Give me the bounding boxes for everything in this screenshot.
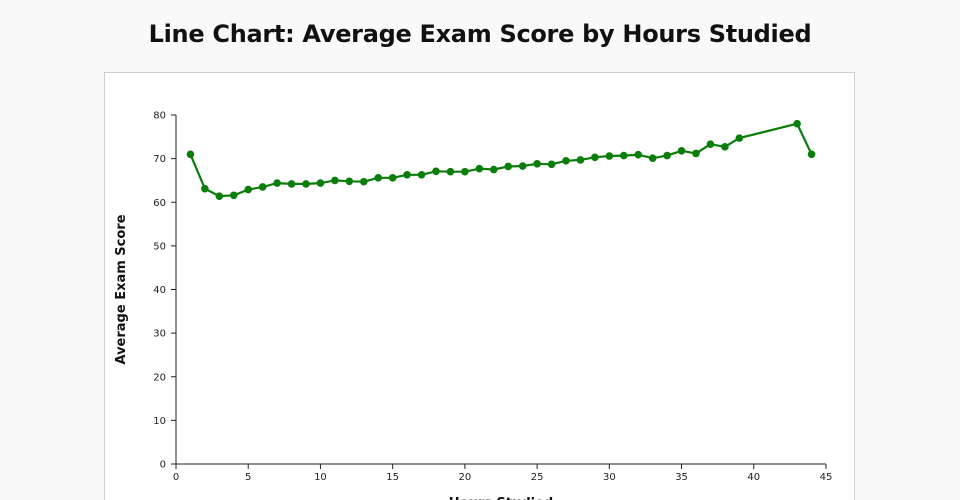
data-point xyxy=(547,160,556,169)
x-tick-label: 30 xyxy=(603,472,616,483)
x-axis-title: Hours Studied xyxy=(449,496,553,500)
data-point xyxy=(446,167,455,176)
data-point xyxy=(273,179,281,187)
data-point xyxy=(417,170,426,179)
data-point xyxy=(302,180,310,188)
data-point xyxy=(461,167,469,176)
data-point xyxy=(634,150,643,159)
y-tick-label: 50 xyxy=(153,241,166,252)
y-tick-label: 40 xyxy=(153,285,166,296)
x-tick-label: 5 xyxy=(245,472,251,483)
data-point xyxy=(605,152,614,160)
data-point xyxy=(721,143,729,151)
y-tick-label: 80 xyxy=(153,111,166,122)
x-tick-label: 10 xyxy=(314,472,327,483)
data-point xyxy=(258,183,267,191)
data-point xyxy=(648,154,657,162)
y-tick-label: 0 xyxy=(160,460,166,471)
data-point xyxy=(432,167,440,176)
data-point xyxy=(403,170,411,179)
data-point xyxy=(504,162,513,171)
data-point xyxy=(706,140,715,149)
data-point xyxy=(345,177,354,186)
data-point xyxy=(489,165,498,174)
data-point xyxy=(331,176,339,185)
x-tick-label: 45 xyxy=(820,472,833,483)
data-point xyxy=(518,162,527,170)
data-point xyxy=(591,153,599,162)
data-point xyxy=(229,191,238,200)
y-tick-label: 60 xyxy=(153,198,166,209)
chart-title: Line Chart: Average Exam Score by Hours … xyxy=(148,20,812,48)
data-point xyxy=(677,146,686,155)
x-tick-label: 40 xyxy=(747,472,760,483)
y-tick-label: 70 xyxy=(153,154,166,165)
data-point xyxy=(576,156,585,164)
data-point xyxy=(287,180,296,188)
data-point xyxy=(663,151,671,160)
data-point xyxy=(316,179,325,187)
data-point xyxy=(359,177,368,186)
data-point xyxy=(692,149,700,158)
data-point xyxy=(244,185,253,194)
x-tick-label: 15 xyxy=(386,472,399,483)
y-tick-label: 10 xyxy=(153,416,166,427)
data-point xyxy=(562,157,570,165)
data-point xyxy=(186,150,195,159)
x-tick-label: 35 xyxy=(675,472,688,483)
data-point xyxy=(807,150,816,159)
data-point xyxy=(388,174,397,182)
data-point xyxy=(374,174,383,182)
x-tick-label: 0 xyxy=(173,472,179,483)
data-point xyxy=(533,160,541,168)
data-point xyxy=(215,192,224,200)
x-tick-label: 20 xyxy=(459,472,472,483)
y-axis-title: Average Exam Score xyxy=(114,214,129,364)
data-point xyxy=(619,151,628,160)
y-tick-label: 30 xyxy=(153,329,166,340)
y-tick-label: 20 xyxy=(153,372,166,383)
data-point xyxy=(201,184,209,193)
x-tick-label: 25 xyxy=(531,472,544,483)
data-point xyxy=(735,134,744,142)
data-point xyxy=(793,119,801,128)
data-point xyxy=(475,164,484,173)
series-line xyxy=(189,122,813,198)
